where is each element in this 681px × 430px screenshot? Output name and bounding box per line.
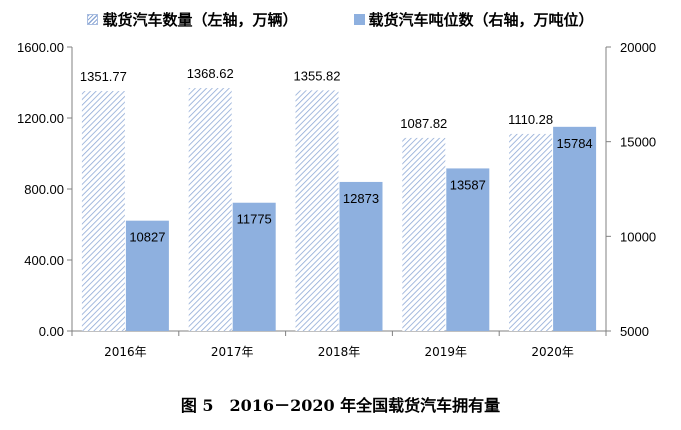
x-axis-category-label: 2019年: [425, 345, 468, 359]
right-axis-tick-label: 15000: [620, 135, 656, 150]
legend-swatch-hatched: [87, 13, 99, 25]
bar-tonnage: [232, 202, 276, 331]
legend-swatch-solid: [353, 13, 365, 25]
legend-item-tonnage: 载货汽车吨位数（右轴，万吨位）: [353, 9, 594, 30]
bar-tonnage: [125, 220, 169, 331]
legend: 载货汽车数量（左轴，万辆） 载货汽车吨位数（右轴，万吨位）: [0, 6, 681, 32]
x-axis-category-label: 2017年: [211, 345, 254, 359]
x-axis-category-label: 2020年: [531, 345, 574, 359]
data-label-tonnage: 10827: [129, 230, 165, 245]
legend-label-tonnage: 载货汽车吨位数（右轴，万吨位）: [368, 10, 594, 29]
bar-tonnage: [553, 126, 597, 331]
bar-vehicle-count: [295, 90, 339, 331]
data-label-vehicle-count: 1087.82: [400, 116, 447, 131]
x-axis-category-label: 2018年: [318, 345, 361, 359]
legend-item-vehicle-count: 载货汽车数量（左轴，万辆）: [87, 9, 298, 30]
figure-caption: 图 5 2016－2020 年全国载货汽车拥有量: [180, 396, 501, 415]
bar-vehicle-count: [509, 133, 553, 331]
x-axis-category-label: 2016年: [104, 345, 147, 359]
data-label-tonnage: 12873: [343, 191, 379, 206]
left-axis-tick-label: 400.00: [24, 253, 64, 268]
left-axis-tick-label: 800.00: [24, 182, 64, 197]
right-axis-tick-label: 10000: [620, 229, 656, 244]
data-label-tonnage: 13587: [450, 177, 486, 192]
left-axis-tick-label: 1600.00: [17, 40, 64, 55]
data-label-vehicle-count: 1355.82: [294, 68, 341, 83]
bar-tonnage: [446, 168, 490, 331]
right-axis-tick-label: 20000: [620, 40, 656, 55]
left-axis-tick-label: 1200.00: [17, 111, 64, 126]
left-axis-tick-label: 0.00: [39, 324, 64, 339]
bar-chart: 0.00 400.00 800.00 1200.00 1600.00 5000 10000 1…: [17, 40, 656, 359]
bar-vehicle-count: [402, 137, 446, 331]
data-label-vehicle-count: 1110.28: [508, 112, 553, 127]
data-label-vehicle-count: 1368.62: [187, 66, 234, 81]
data-label-tonnage: 15784: [557, 136, 593, 151]
data-label-tonnage: 11775: [237, 212, 272, 227]
bar-vehicle-count: [188, 88, 232, 331]
data-label-vehicle-count: 1351.77: [80, 69, 127, 84]
legend-label-vehicle-count: 载货汽车数量（左轴，万辆）: [102, 10, 298, 29]
bar-tonnage: [339, 181, 383, 331]
bar-vehicle-count: [81, 91, 125, 331]
right-axis-tick-label: 5000: [620, 324, 649, 339]
